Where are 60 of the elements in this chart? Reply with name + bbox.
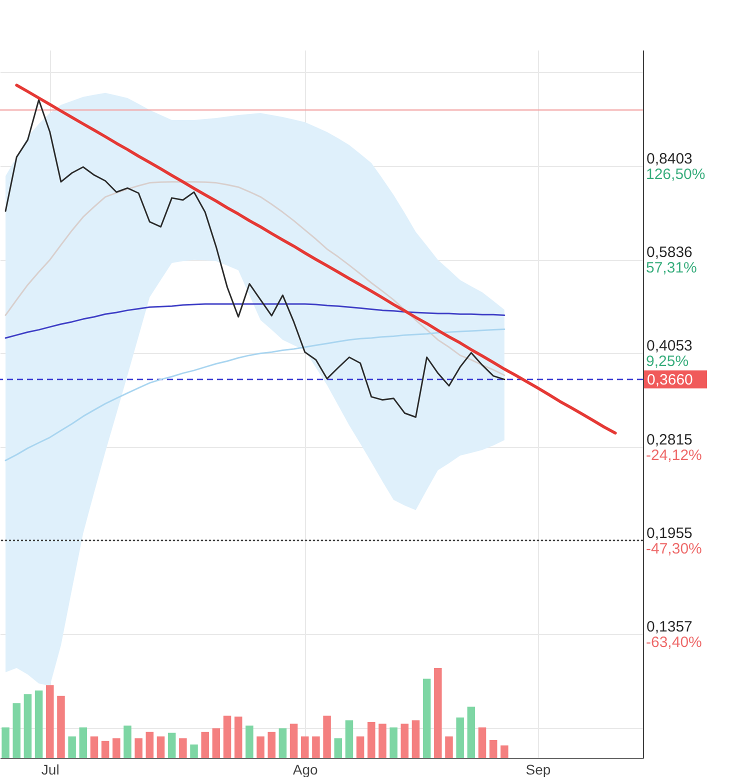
bar [256, 736, 264, 758]
bar [467, 706, 476, 758]
bar [312, 736, 320, 758]
bar [134, 738, 142, 758]
bar [223, 716, 232, 758]
x-tick-label: Jul [41, 762, 60, 778]
y-tick-label: 0,2815 [646, 431, 692, 448]
bar [268, 732, 276, 758]
bar [112, 738, 120, 758]
bar [146, 732, 154, 758]
bar [12, 703, 21, 758]
bar [378, 724, 386, 758]
bar [478, 727, 486, 758]
bar [46, 685, 54, 758]
bar [90, 736, 98, 758]
text: 9,25% [646, 353, 689, 370]
bar [179, 738, 187, 758]
text: -24,12% [646, 446, 702, 464]
bar [68, 736, 76, 758]
bar [57, 696, 65, 758]
bar [400, 724, 409, 758]
bar [278, 728, 287, 758]
bar [334, 738, 342, 758]
bar [323, 716, 331, 758]
bar [300, 736, 309, 758]
bar [434, 668, 442, 758]
bar [201, 732, 209, 758]
text: -47,30% [646, 540, 702, 558]
bar [124, 726, 132, 758]
y-tick-label: 0,4053 [646, 338, 692, 355]
bar [445, 736, 453, 758]
bar [456, 718, 464, 758]
bar [101, 740, 110, 758]
bar [489, 740, 498, 758]
bar [190, 744, 198, 758]
bar [234, 716, 242, 758]
text: 126,50% [646, 166, 706, 183]
bar [212, 728, 220, 758]
ref-line-label: 0,3660 [647, 371, 693, 388]
bar [2, 727, 10, 758]
y-tick-label: 0,8403 [646, 150, 692, 168]
bar [412, 720, 420, 758]
bar [34, 690, 43, 758]
bar [24, 694, 32, 758]
text: 57,31% [646, 260, 697, 277]
bar [345, 720, 354, 758]
bar [168, 732, 176, 758]
y-tick-label: 0,5836 [646, 244, 692, 262]
text: -63,40% [646, 634, 702, 652]
y-tick-label: 0,1357 [646, 618, 692, 636]
bar [368, 722, 376, 758]
bar [422, 678, 431, 758]
bar [156, 736, 165, 758]
bar [390, 727, 398, 758]
bar [79, 727, 88, 758]
bar [246, 726, 254, 758]
y-tick-label: 0,1955 [646, 524, 692, 542]
bar [290, 724, 298, 758]
bar [356, 736, 364, 758]
bar [500, 745, 508, 758]
